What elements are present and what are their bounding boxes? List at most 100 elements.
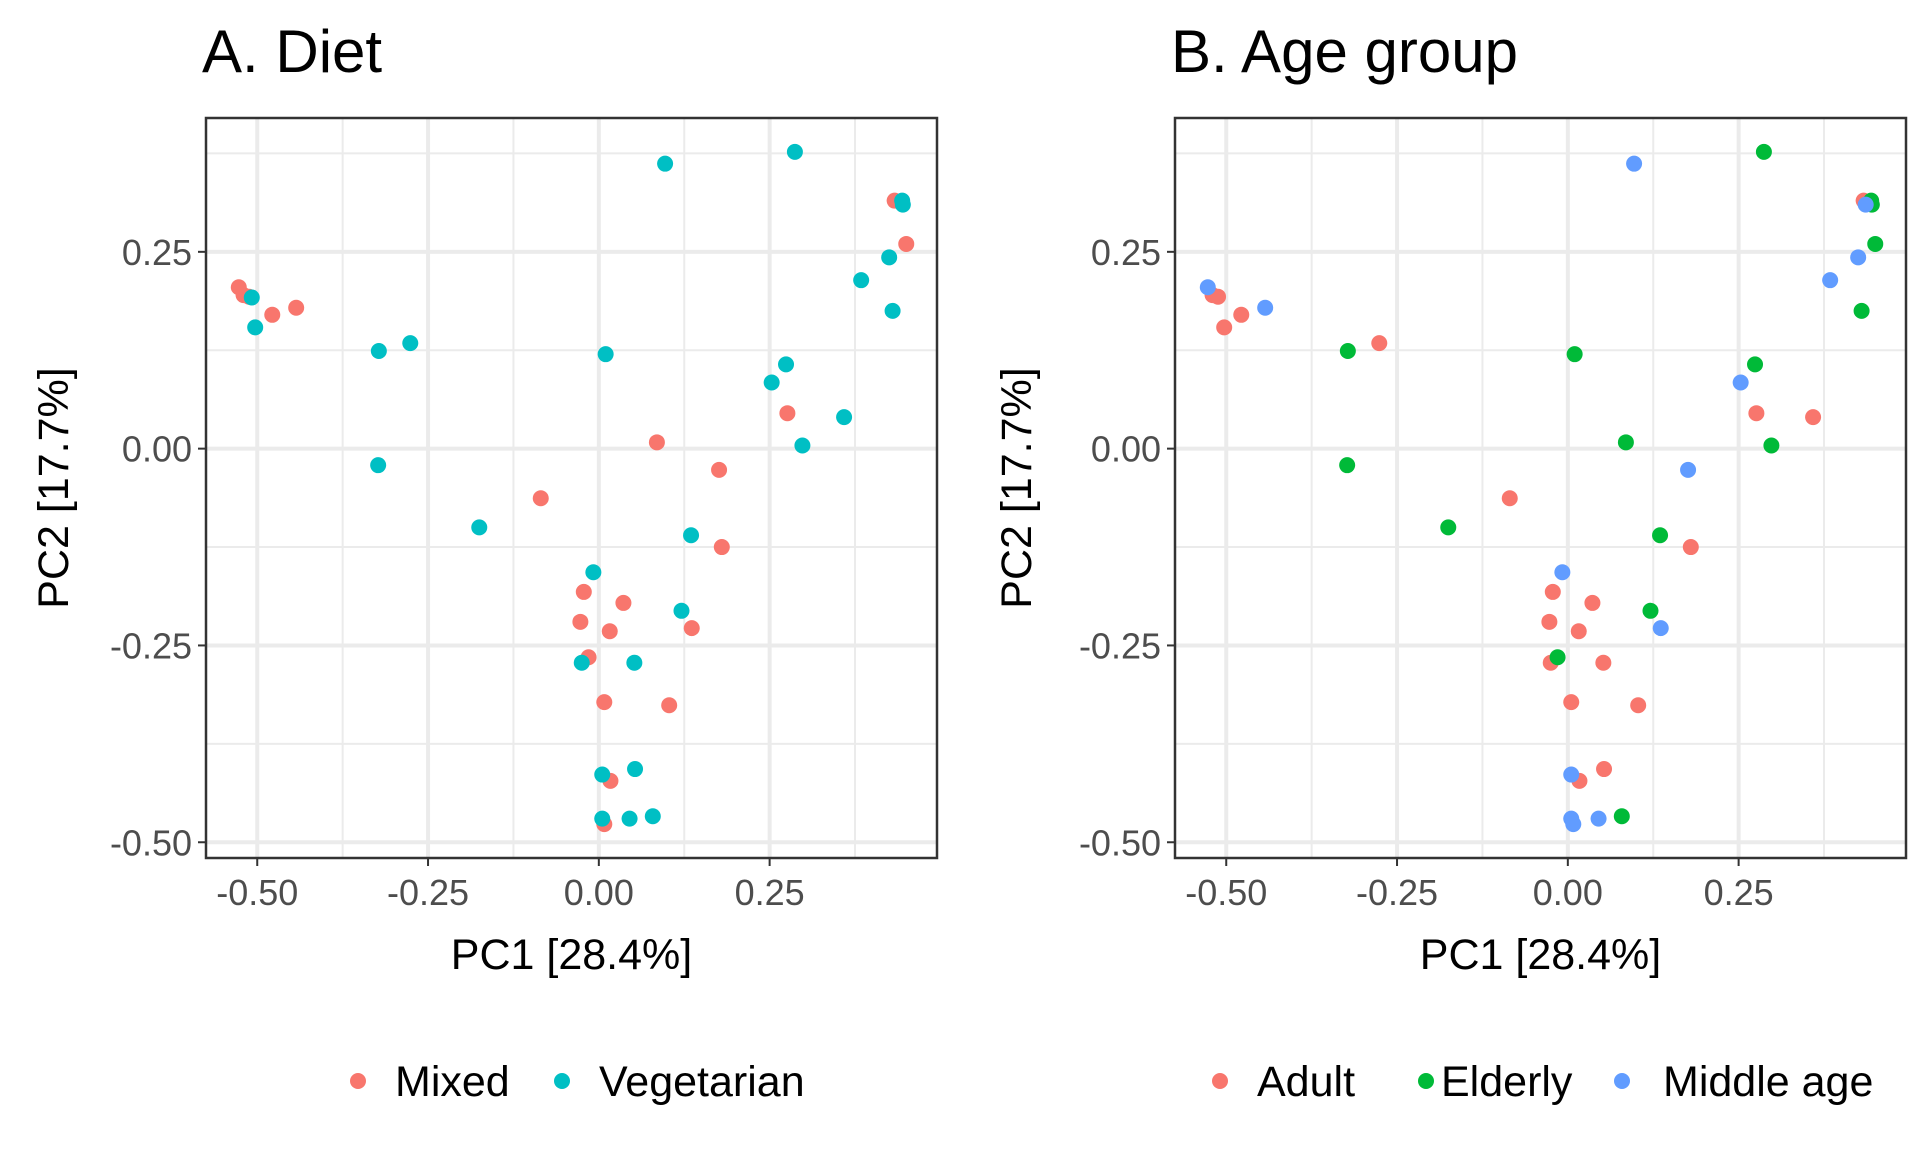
data-point [370, 343, 387, 360]
legend-label: Middle age [1663, 1058, 1873, 1106]
data-point [601, 623, 618, 640]
data-point [884, 302, 901, 319]
data-point [1563, 766, 1580, 783]
data-point [1630, 697, 1647, 714]
data-point [1544, 583, 1561, 600]
data-point [1563, 694, 1580, 711]
data-point [1501, 490, 1518, 507]
data-point [596, 694, 613, 711]
data-point [1613, 808, 1630, 825]
x-tick-label: 0.00 [564, 872, 634, 913]
data-point [786, 143, 803, 160]
legend-key [1212, 1073, 1228, 1089]
legend-key [1418, 1073, 1434, 1089]
data-point [575, 583, 592, 600]
y-tick-label: 0.00 [122, 429, 192, 470]
data-point [627, 761, 644, 778]
series-middle-age [1199, 155, 1874, 833]
data-point [1642, 602, 1659, 619]
panel-border [204, 116, 939, 860]
data-point [1763, 437, 1780, 454]
data-point [836, 409, 853, 426]
data-point [1566, 346, 1583, 363]
data-point [1339, 343, 1356, 360]
panel-border [1173, 116, 1908, 860]
data-point [763, 374, 780, 391]
data-point [1867, 235, 1884, 252]
data-point [402, 335, 419, 352]
data-point [1626, 155, 1643, 172]
data-point [626, 654, 643, 671]
data-point [1595, 654, 1612, 671]
data-point [594, 766, 611, 783]
data-point [853, 272, 870, 289]
data-point [1652, 620, 1669, 637]
plot-background [1175, 118, 1906, 858]
x-tick-label: -0.25 [387, 872, 469, 913]
legend-label: Adult [1257, 1058, 1355, 1106]
series-elderly [1339, 143, 1884, 825]
y-tick-label: 0.25 [1091, 232, 1161, 273]
x-axis-title: PC1 [28.4%] [451, 931, 692, 979]
data-point [594, 810, 611, 827]
data-point [778, 356, 795, 373]
legend: Adult Elderly Middle age [1212, 1058, 1873, 1106]
legend-label: Vegetarian [599, 1058, 805, 1106]
legend-label: Mixed [395, 1058, 510, 1106]
y-axis-title: PC2 [17.7%] [993, 367, 1041, 608]
data-point [894, 196, 911, 213]
data-point [1565, 816, 1582, 833]
data-point [1748, 405, 1765, 422]
data-point [247, 319, 264, 336]
data-point [794, 437, 811, 454]
data-point [1257, 299, 1274, 316]
data-point [644, 808, 661, 825]
x-tick-label: 0.00 [1533, 872, 1603, 913]
data-point [370, 457, 387, 474]
data-point [1590, 810, 1607, 827]
data-point [1747, 356, 1764, 373]
data-point [1554, 564, 1571, 581]
series-vegetarian [243, 143, 911, 827]
data-point [779, 405, 796, 422]
x-tick-label: 0.25 [1704, 872, 1774, 913]
data-point [1210, 288, 1227, 305]
x-tick-label: -0.50 [216, 872, 298, 913]
data-point [264, 306, 281, 323]
data-point [683, 620, 700, 637]
data-point [648, 434, 665, 451]
data-point [661, 697, 678, 714]
data-point [683, 527, 700, 544]
panel-2: B. Age group -0.50 -0.25 0.00 0.25 -0.50 -0.25… [993, 18, 1908, 1106]
gridlines [1175, 118, 1906, 858]
panel-1: A. Diet -0.50 -0.25 0.00 0.25 -0.50 -0.25 0.00 0… [30, 18, 939, 1106]
data-point [621, 810, 638, 827]
x-tick-label: -0.50 [1185, 872, 1267, 913]
x-axis-title: PC1 [28.4%] [1420, 931, 1661, 979]
data-point [881, 249, 898, 266]
data-point [1216, 319, 1233, 336]
data-point [657, 155, 674, 172]
legend-key [554, 1073, 570, 1089]
plot-background [206, 118, 937, 858]
data-point [1584, 594, 1601, 611]
data-point [1371, 335, 1388, 352]
legend-key [1614, 1073, 1630, 1089]
data-point [288, 299, 305, 316]
data-point [1617, 434, 1634, 451]
data-point [1199, 279, 1216, 296]
y-axis-title: PC2 [17.7%] [30, 367, 78, 608]
data-point [1682, 539, 1699, 556]
data-point [1652, 527, 1669, 544]
data-point [1339, 457, 1356, 474]
y-tick-label: 0.25 [122, 232, 192, 273]
legend-label: Elderly [1441, 1058, 1573, 1106]
data-point [532, 490, 549, 507]
panel-title: A. Diet [202, 18, 382, 85]
x-tick-label: -0.25 [1356, 872, 1438, 913]
data-point [615, 594, 632, 611]
data-point [1541, 613, 1558, 630]
data-point [1570, 623, 1587, 640]
data-point [1732, 374, 1749, 391]
